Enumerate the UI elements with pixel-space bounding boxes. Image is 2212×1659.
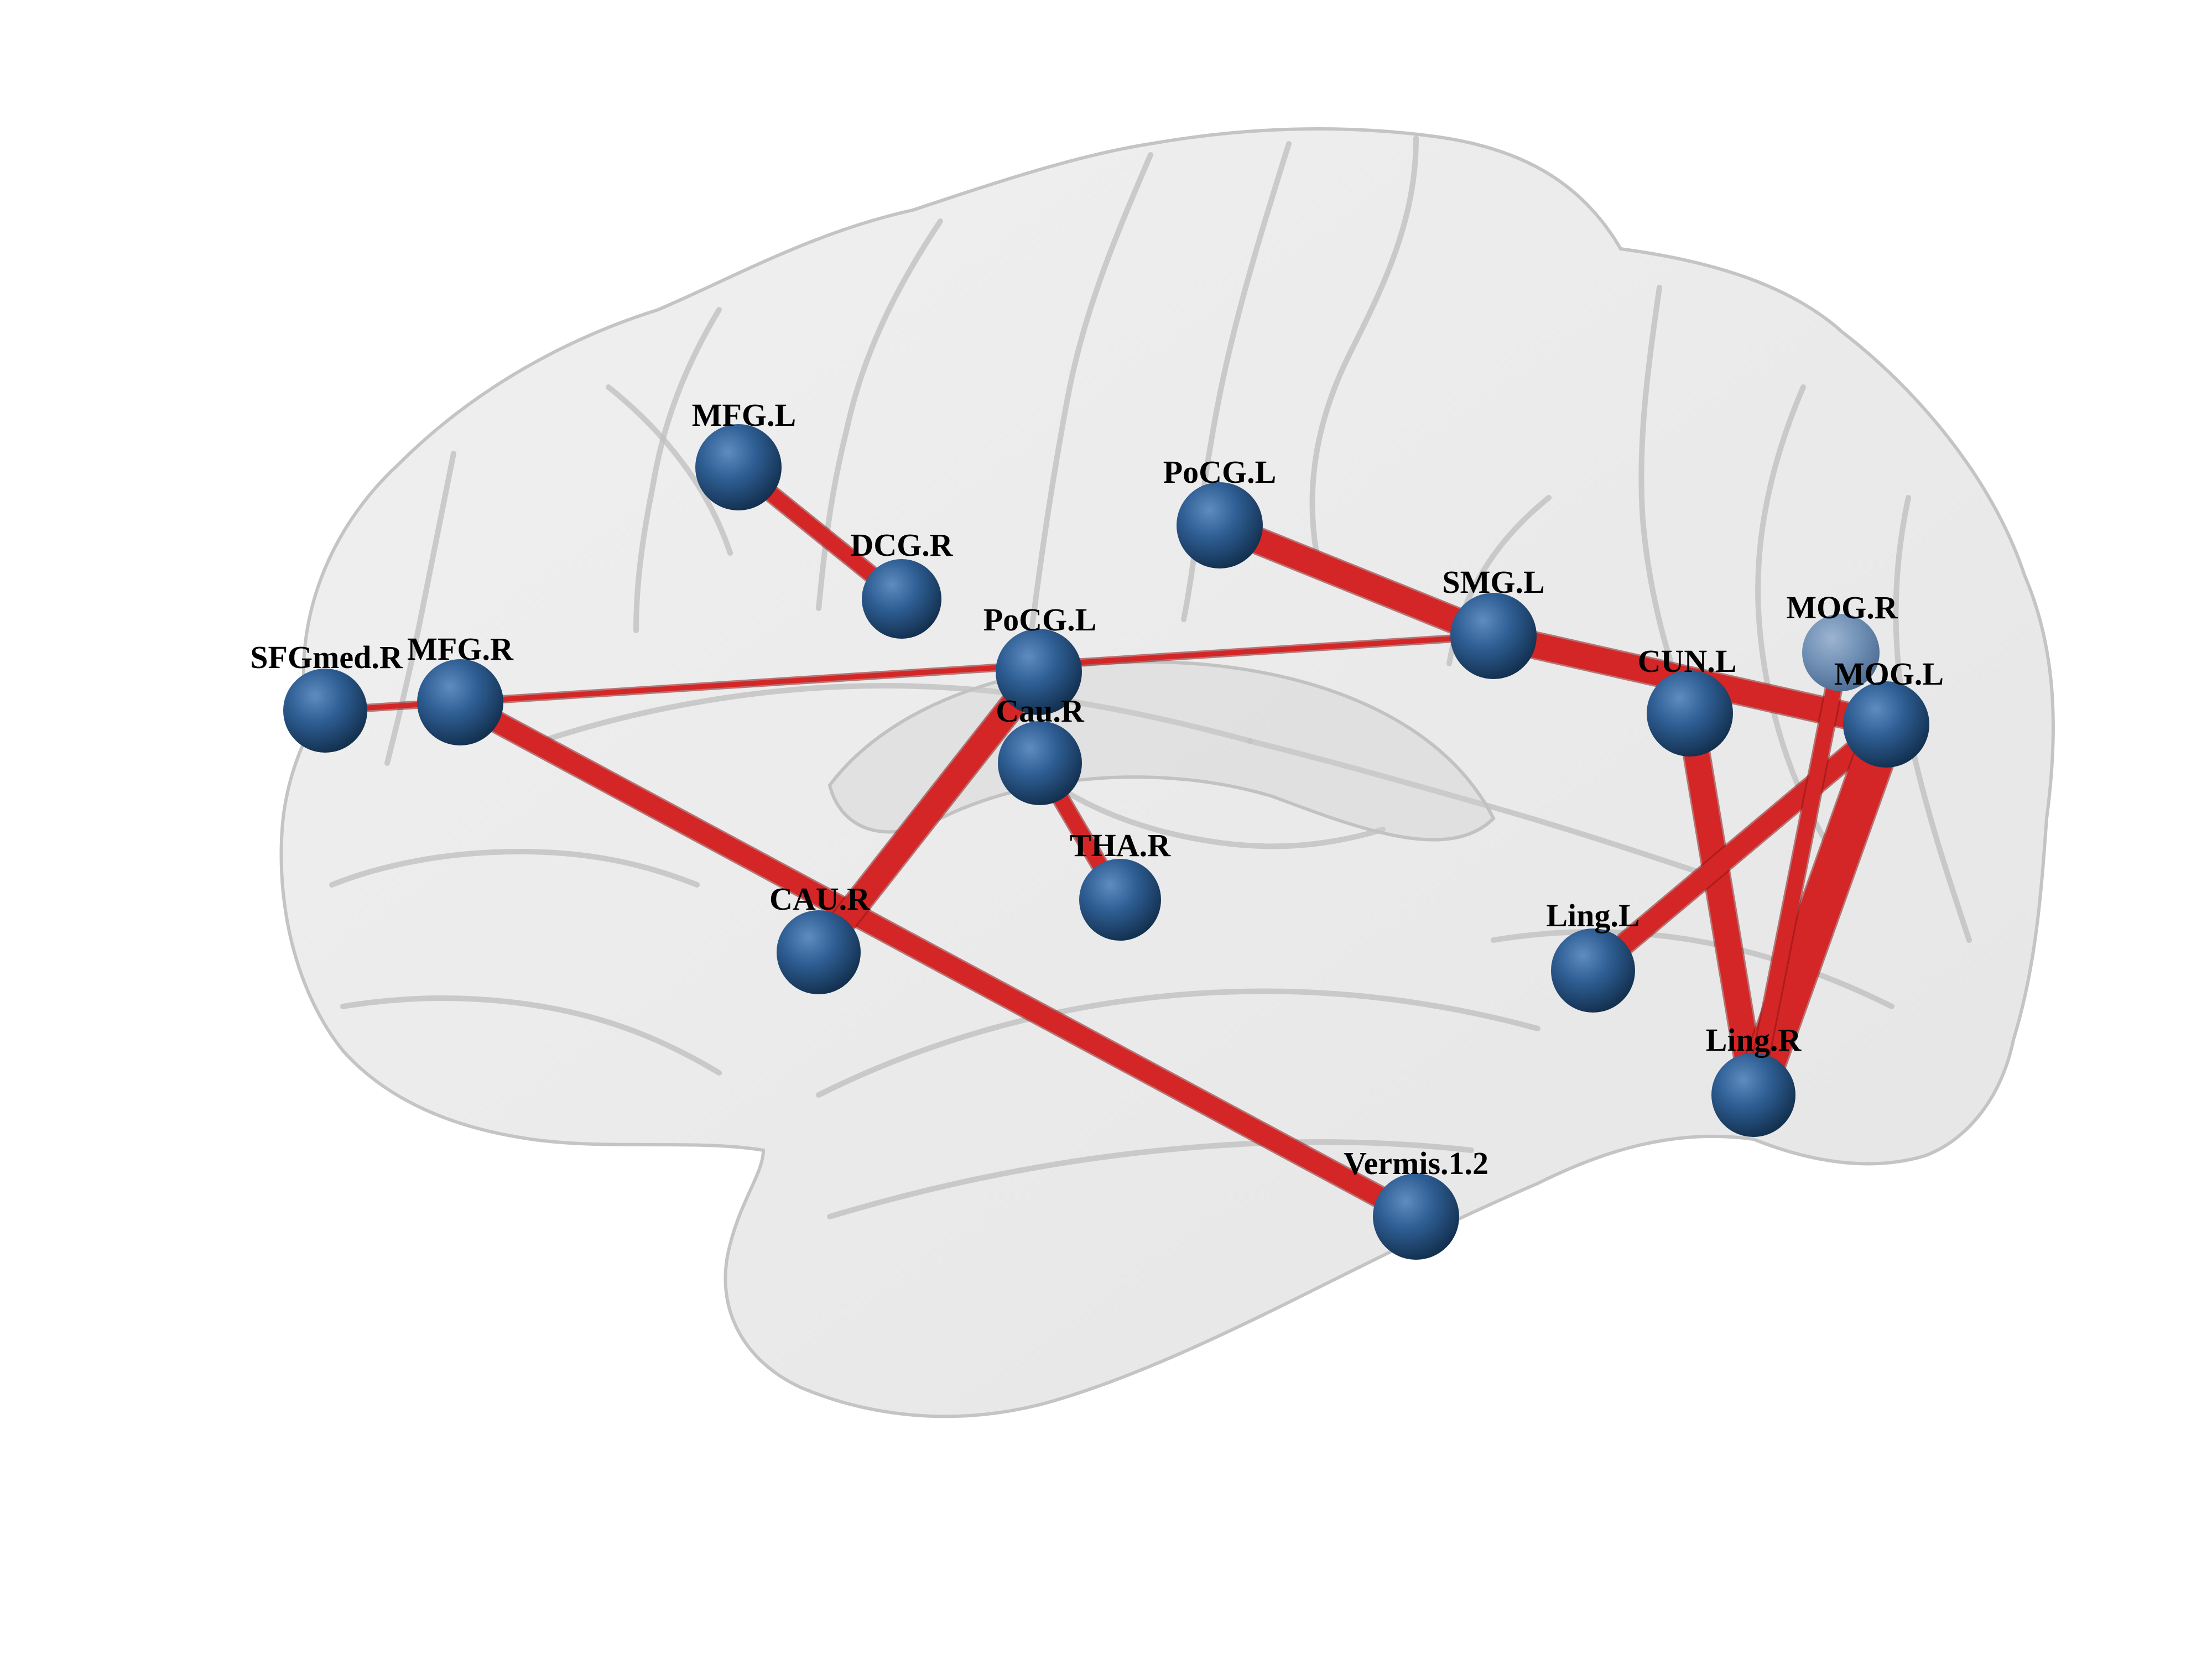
- node-label-MFG_L: MFG.L: [692, 397, 796, 433]
- edge-MFG_R-Vermis_1_2: [450, 692, 1426, 1227]
- brain-surface: [279, 127, 2055, 1418]
- node-label-MFG_R: MFG.R: [407, 631, 514, 667]
- node-SFGmed_R: [283, 669, 367, 753]
- node-DCG_R: [862, 559, 941, 639]
- edge-SFGmed_R-SMG_L: [322, 633, 1496, 713]
- network-labels: MFG.L DCG.R PoCG.L SMG.L MOG.R CUN.L MOG.L SFGm…: [250, 397, 1944, 1181]
- node-label-Ling_R: Ling.R: [1706, 1022, 1802, 1058]
- node-CAU_R: [777, 910, 861, 994]
- node-label-PoCG_L_upper: PoCG.L: [1163, 454, 1277, 490]
- node-MFG_R: [417, 659, 503, 745]
- node-label-Ling_L: Ling.L: [1546, 898, 1640, 933]
- node-label-PoCG_L_center: PoCG.L: [983, 602, 1097, 638]
- node-label-Cau_R: Cau.R: [996, 693, 1085, 729]
- node-Ling_R: [1711, 1053, 1795, 1137]
- network-edges: [321, 458, 1908, 1228]
- edge-PoCG_L_upper-SMG_L: [1207, 513, 1506, 649]
- edge-MOG_L-Ling_L: [1583, 714, 1896, 980]
- node-Ling_L: [1551, 928, 1635, 1013]
- node-PoCG_L_upper: [1177, 482, 1263, 568]
- node-CUN_L: [1647, 670, 1733, 757]
- node-label-SMG_L: SMG.L: [1442, 564, 1544, 600]
- node-SMG_L: [1450, 593, 1537, 679]
- node-label-THA_R: THA.R: [1070, 827, 1171, 863]
- node-MFG_L: [695, 424, 782, 510]
- edge-MOG_R-Ling_R: [1746, 645, 1849, 1103]
- node-Cau_R: [998, 721, 1082, 805]
- node-label-CAU_R: CAU.R: [769, 881, 871, 917]
- node-label-CUN_L: CUN.L: [1638, 643, 1737, 679]
- node-Vermis_1_2: [1373, 1173, 1459, 1260]
- edge-PoCG_L_center-CAU_R: [806, 659, 1052, 965]
- node-PoCG_L_center: [996, 629, 1082, 715]
- node-label-MOG_R: MOG.R: [1786, 589, 1898, 625]
- node-MOG_R: [1802, 614, 1880, 691]
- node-label-MOG_L: MOG.L: [1834, 656, 1944, 692]
- edge-MOG_L-Ling_R: [1734, 705, 1906, 1115]
- edge-CUN_L-Ling_R: [1677, 701, 1766, 1108]
- node-label-DCG_R: DCG.R: [850, 527, 953, 563]
- network-nodes: [283, 424, 1929, 1260]
- node-label-Vermis_1_2: Vermis.1.2: [1344, 1145, 1488, 1181]
- node-label-SFGmed_R: SFGmed.R: [250, 639, 403, 675]
- node-MOG_L: [1843, 681, 1929, 768]
- node-THA_R: [1079, 859, 1161, 941]
